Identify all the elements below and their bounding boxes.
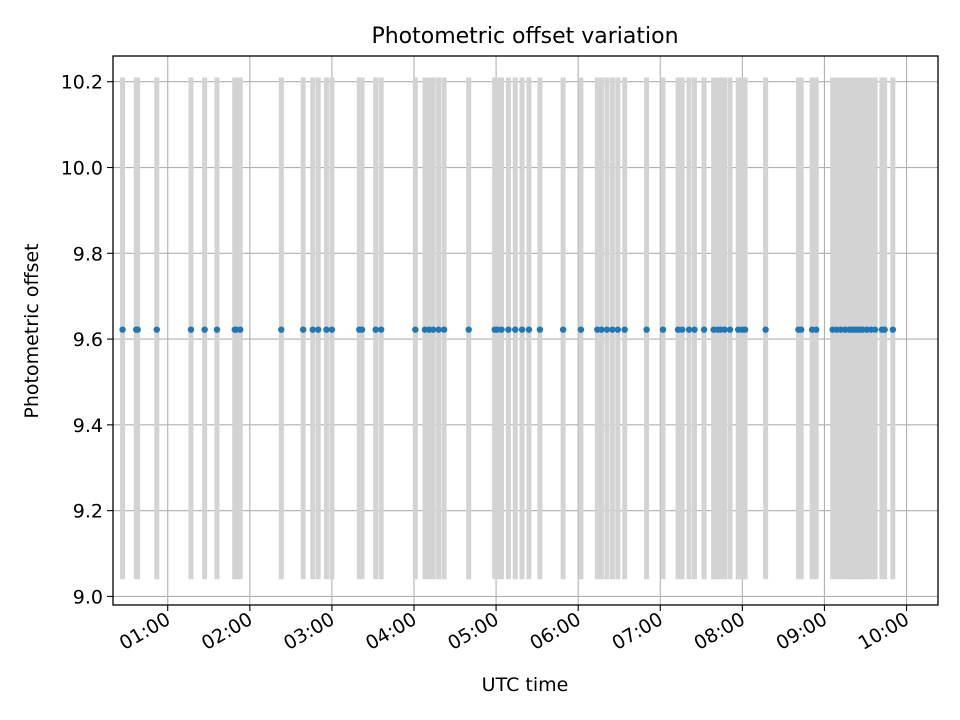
data-point (237, 326, 244, 333)
data-point (559, 326, 567, 333)
data-point (691, 326, 698, 333)
data-point (614, 326, 622, 333)
x-tick-label: 08:00 (690, 608, 748, 654)
y-tick-label: 9.8 (73, 243, 103, 265)
data-point (609, 326, 616, 333)
data-point (213, 326, 221, 333)
chart-title: Photometric offset variation (371, 24, 678, 49)
data-point (278, 326, 285, 333)
data-point (577, 326, 585, 333)
data-point (358, 326, 366, 333)
data-point (153, 326, 160, 333)
data-point (726, 326, 734, 333)
data-point (119, 326, 126, 333)
y-tick-label: 9.6 (73, 329, 103, 351)
data-point (536, 326, 544, 333)
data-point (889, 326, 897, 333)
data-point (700, 326, 708, 333)
data-point (525, 326, 533, 333)
data-point (685, 326, 693, 333)
x-tick-label: 07:00 (608, 608, 666, 654)
data-point (741, 326, 749, 333)
data-point (659, 326, 667, 333)
data-point (429, 326, 437, 333)
data-point (498, 326, 505, 333)
data-point (603, 326, 611, 333)
data-point (323, 326, 330, 333)
x-tick-label: 06:00 (526, 608, 584, 654)
data-point (518, 326, 526, 333)
y-tick-label: 10.0 (61, 158, 103, 180)
data-point (512, 326, 519, 333)
data-point (762, 326, 769, 333)
data-point (299, 326, 307, 333)
data-point (797, 326, 805, 333)
x-tick-label: 04:00 (362, 608, 420, 654)
data-point (440, 326, 448, 333)
data-point (377, 326, 385, 333)
data-point (134, 326, 141, 333)
data-point (598, 326, 605, 333)
x-tick-label: 05:00 (444, 608, 502, 654)
data-point (372, 326, 379, 333)
y-axis-label: Photometric offset (21, 243, 43, 418)
data-point (315, 326, 322, 333)
x-tick-label: 01:00 (116, 608, 174, 654)
data-point (412, 326, 419, 333)
x-tick-label: 10:00 (855, 608, 913, 654)
y-tick-label: 9.2 (73, 501, 103, 523)
data-point (465, 326, 472, 333)
y-tick-label: 9.0 (73, 586, 103, 608)
data-point (201, 326, 208, 333)
data-point (435, 326, 442, 333)
data-point (621, 326, 628, 333)
data-point (678, 326, 686, 333)
data-point (813, 326, 820, 333)
data-point (328, 326, 336, 333)
data-points (119, 326, 897, 333)
y-tick-label: 10.2 (61, 72, 103, 94)
data-point (721, 326, 728, 333)
plot-frame (112, 55, 939, 606)
x-tick-label: 09:00 (773, 608, 831, 654)
data-point (309, 326, 316, 333)
y-tick-label: 9.4 (73, 415, 103, 437)
x-tick-label: 03:00 (280, 608, 338, 654)
data-point (881, 326, 888, 333)
data-point (643, 326, 650, 333)
data-point (187, 326, 195, 333)
data-point (871, 326, 879, 333)
x-axis-label: UTC time (482, 674, 569, 696)
x-tick-label: 02:00 (198, 608, 256, 654)
data-point (505, 326, 512, 333)
